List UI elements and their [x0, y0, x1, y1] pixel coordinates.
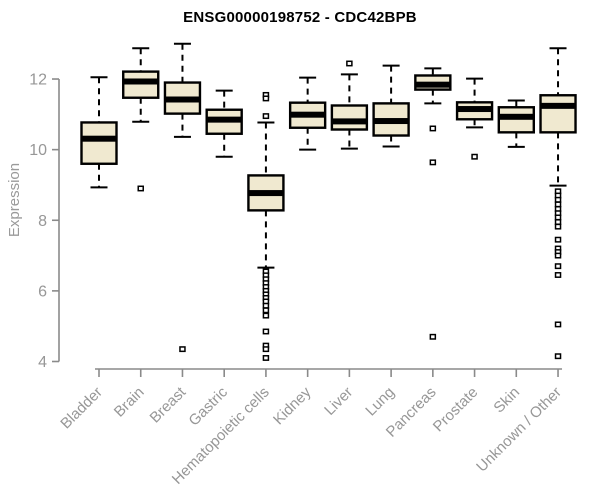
y-tick-label: 8 — [38, 213, 47, 230]
boxplot-unknown-other — [539, 47, 577, 360]
median-line — [373, 118, 409, 125]
outlier-point — [179, 346, 186, 353]
x-category-label: Skin — [490, 384, 523, 417]
boxplot-breast — [163, 42, 202, 353]
median-line — [415, 81, 451, 88]
outlier-point — [346, 60, 353, 67]
median-line — [123, 78, 159, 85]
y-tick-label: 4 — [38, 354, 47, 371]
outlier-point — [262, 312, 270, 319]
outlier-point — [554, 236, 562, 243]
box — [330, 104, 369, 131]
boxplot-pancreas — [414, 67, 452, 340]
x-category-label: Liver — [321, 384, 356, 419]
boxplot-gastric — [205, 89, 243, 158]
outlier-point — [262, 302, 270, 309]
boxplot-bladder — [80, 76, 118, 189]
outlier-point — [554, 223, 562, 230]
outlier-point — [262, 307, 270, 314]
boxplot-kidney — [288, 76, 327, 151]
outlier-point — [262, 95, 270, 102]
outlier-point — [262, 113, 270, 120]
outlier-point — [262, 328, 270, 335]
y-tick-label: 6 — [38, 283, 47, 300]
median-line — [290, 111, 326, 118]
x-category-label: Breast — [147, 383, 190, 426]
outlier-point — [262, 346, 270, 353]
x-category-label: Bladder — [57, 384, 106, 433]
outlier-point — [429, 159, 437, 166]
outlier-point — [554, 196, 562, 203]
boxplot-skin — [497, 99, 535, 148]
boxplot-prostate — [455, 77, 494, 160]
median-line — [206, 116, 242, 123]
outlier-point — [554, 201, 562, 208]
median-line — [248, 190, 284, 197]
median-line — [81, 135, 117, 142]
median-line — [498, 113, 534, 120]
median-line — [331, 118, 367, 125]
chart-title: ENSG00000198752 - CDC42BPB — [183, 9, 417, 26]
median-line — [164, 96, 200, 103]
outlier-point — [137, 185, 144, 192]
boxplot-liver — [330, 60, 369, 150]
outlier-point — [554, 272, 562, 278]
x-category-label: Prostate — [430, 384, 482, 436]
boxplot-lung — [372, 64, 410, 148]
boxplot-hematopoietic-cells — [247, 91, 285, 361]
x-category-label: Lung — [362, 384, 398, 420]
box — [497, 106, 535, 134]
y-tick-label: 12 — [29, 72, 47, 89]
outlier-point — [429, 125, 437, 132]
boxplot-brain — [122, 47, 160, 192]
outlier-point — [262, 355, 270, 361]
outlier-point — [554, 263, 562, 270]
box — [80, 121, 118, 165]
median-line — [540, 102, 576, 109]
outlier-point — [471, 153, 478, 160]
outlier-point — [554, 252, 562, 259]
box — [539, 94, 577, 134]
outlier-point — [554, 321, 562, 328]
outlier-point — [554, 219, 562, 225]
x-category-label: Kidney — [270, 383, 315, 428]
outlier-point — [554, 214, 562, 221]
y-tick-label: 10 — [29, 142, 47, 159]
outlier-point — [554, 353, 562, 360]
box — [122, 70, 160, 99]
outlier-point — [429, 333, 437, 340]
median-line — [457, 106, 493, 113]
x-category-label: Brain — [111, 384, 148, 421]
